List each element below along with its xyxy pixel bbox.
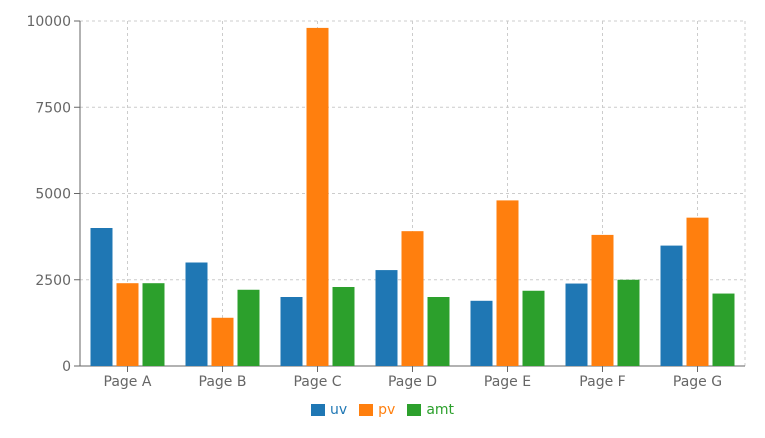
bar-amt-page-c[interactable]: [332, 286, 355, 366]
x-tick-label: Page F: [579, 374, 625, 390]
bar-pv-page-g[interactable]: [686, 217, 709, 366]
y-tick-label: 10000: [26, 14, 71, 30]
bar-pv-page-d[interactable]: [401, 231, 424, 366]
legend-swatch: [407, 404, 422, 416]
bar-pv-page-e[interactable]: [496, 200, 519, 366]
bar-pv-page-a[interactable]: [116, 283, 139, 366]
legend-swatch: [310, 404, 325, 416]
bar-amt-page-d[interactable]: [427, 297, 450, 366]
bar-pv-page-b[interactable]: [211, 317, 234, 366]
bar-uv-page-g[interactable]: [660, 245, 683, 366]
legend-item-amt[interactable]: amt: [407, 402, 454, 418]
legend-item-pv[interactable]: pv: [359, 402, 395, 418]
y-tick-label: 2500: [35, 273, 71, 289]
legend: uv pv amt: [0, 398, 765, 422]
y-tick-label: 0: [62, 359, 71, 375]
x-tick-label: Page E: [484, 374, 531, 390]
y-tick-label: 5000: [35, 187, 71, 203]
legend-swatch: [359, 404, 374, 416]
bar-amt-page-f[interactable]: [617, 279, 640, 366]
bars: [90, 27, 735, 367]
legend-label: pv: [378, 402, 396, 418]
x-tick-label: Page C: [293, 374, 341, 390]
bar-amt-page-b[interactable]: [237, 289, 260, 366]
bar-amt-page-g[interactable]: [712, 293, 735, 366]
bar-uv-page-c[interactable]: [280, 297, 303, 366]
bar-uv-page-b[interactable]: [185, 262, 208, 367]
x-tick-label: Page G: [673, 374, 722, 390]
legend-label: amt: [426, 402, 455, 418]
bar-uv-page-f[interactable]: [565, 283, 588, 366]
legend-label: uv: [329, 402, 348, 418]
bar-uv-page-a[interactable]: [90, 228, 113, 366]
x-tick-label: Page B: [199, 374, 247, 390]
bar-amt-page-e[interactable]: [522, 290, 545, 366]
y-tick-label: 7500: [35, 100, 71, 116]
y-axis: 0 2500 5000 7500 10000: [26, 14, 81, 375]
x-tick-label: Page D: [388, 374, 437, 390]
bar-uv-page-d[interactable]: [375, 270, 398, 366]
legend-item-uv[interactable]: uv: [310, 402, 348, 418]
bar-pv-page-f[interactable]: [591, 234, 614, 366]
x-axis: Page A Page B Page C Page D Page E Page F Page…: [80, 365, 745, 390]
bar-uv-page-e[interactable]: [470, 300, 493, 366]
x-tick-label: Page A: [104, 374, 152, 390]
bar-pv-page-c[interactable]: [306, 27, 329, 367]
bar-amt-page-a[interactable]: [142, 283, 165, 366]
